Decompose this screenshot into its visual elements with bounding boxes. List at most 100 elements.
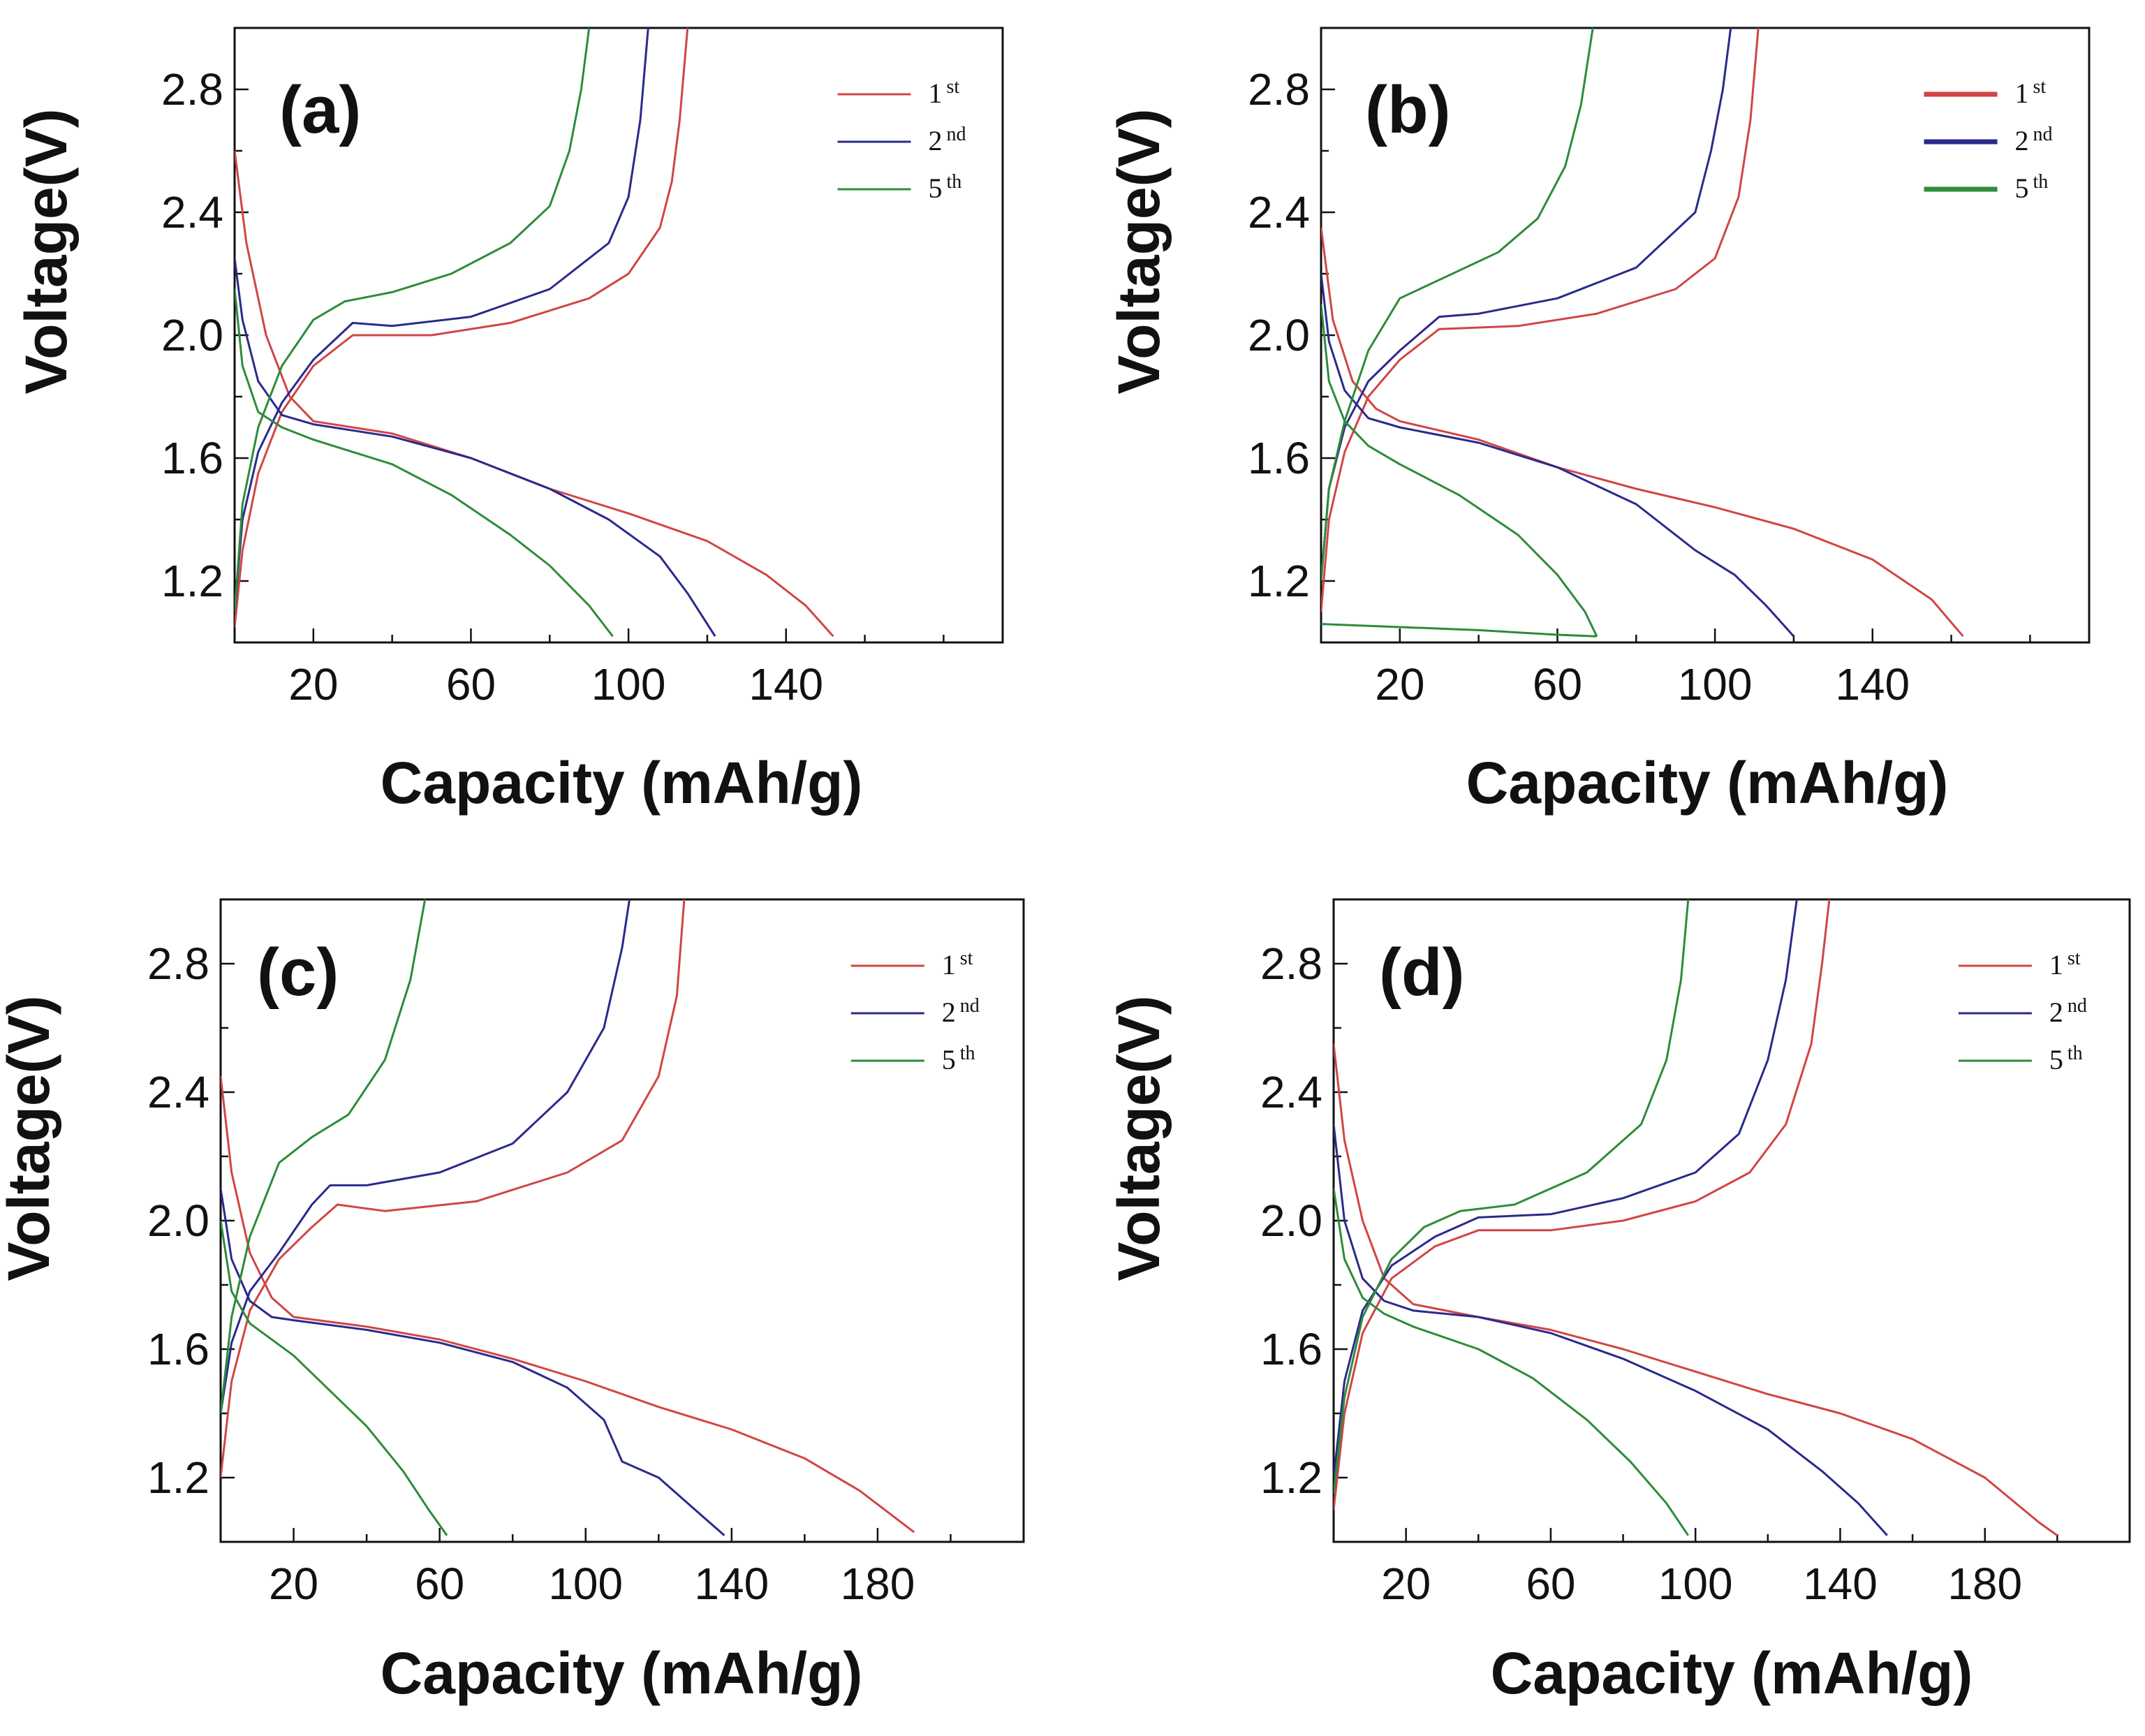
series-5th-charge-line	[235, 28, 591, 612]
x-tick-label: 140	[1803, 1559, 1878, 1609]
panel-d: 20 60 100 140 180 1.2 1.6 2.0 2.4 2.8 Capacity (mA…	[1106, 898, 2131, 1706]
series-1st-charge-line	[1334, 899, 1831, 1510]
series-2nd-charge-line	[221, 899, 631, 1414]
x-tick-label: 60	[415, 1559, 464, 1609]
panel-label: (d)	[1379, 935, 1465, 1010]
x-tick-label: 100	[548, 1559, 623, 1609]
series-1st-discharge-line	[235, 150, 834, 638]
series-2nd-discharge-line	[1334, 1124, 1888, 1536]
x-tick-label: 100	[591, 659, 666, 709]
x-tick-label: 140	[1835, 659, 1910, 709]
series-1st-charge-line	[221, 899, 686, 1478]
legend-superscript: st	[947, 76, 960, 98]
panel-b: 20 60 100 140 1.2 1.6 2.0 2.4 2.8 Capacity (mAh/g…	[1106, 27, 2091, 816]
y-tick-label: 2.0	[1248, 310, 1310, 360]
series-5th-discharge-line	[1321, 304, 1598, 637]
x-tick-label: 100	[1678, 659, 1753, 709]
y-tick-label: 1.2	[1260, 1452, 1322, 1503]
y-tick-label: 2.4	[147, 1067, 209, 1117]
panel-label: (c)	[257, 935, 339, 1010]
y-tick-label: 2.0	[147, 1196, 209, 1246]
panel-a: 20 60 100 140 1.2 1.6 2.0 2.4 2.8 Capacity (mAh/g…	[13, 27, 1004, 816]
x-tick-label: 20	[1381, 1559, 1431, 1609]
series-2nd-discharge-line	[1321, 273, 1795, 638]
legend-superscript: th	[960, 1043, 975, 1064]
y-tick-label: 2.8	[1260, 939, 1322, 989]
panel-c: 20 60 100 140 180 1.2 1.6 2.0 2.4 2.8 Capacity (mA…	[0, 898, 1025, 1706]
series-2nd-discharge-line	[221, 1188, 725, 1536]
legend-superscript: st	[2033, 76, 2047, 98]
y-axis-label: Voltage(V)	[13, 108, 79, 394]
y-tick-label: 2.8	[161, 64, 223, 115]
y-tick-label: 1.6	[161, 433, 223, 483]
x-tick-label: 180	[841, 1559, 915, 1609]
x-tick-label: 60	[446, 659, 496, 709]
series-1st-discharge-line	[221, 1075, 915, 1533]
panel-label: (a)	[279, 73, 361, 147]
y-tick-label: 1.6	[147, 1324, 209, 1374]
series-5th-charge-line	[221, 899, 427, 1414]
x-tick-label: 100	[1658, 1559, 1733, 1609]
y-tick-label: 2.4	[1248, 187, 1310, 237]
series-5th-discharge-line	[235, 288, 614, 638]
y-tick-label: 2.8	[147, 939, 209, 989]
legend-superscript: nd	[947, 124, 966, 145]
series-1st-discharge-line	[1321, 227, 1964, 638]
series-2nd-charge-line	[1334, 899, 1798, 1478]
x-tick-label: 180	[1947, 1559, 2022, 1609]
series-1st-charge-line	[1321, 28, 1760, 612]
legend-superscript: th	[2033, 171, 2049, 193]
y-tick-label: 2.0	[161, 310, 223, 360]
y-tick-label: 1.2	[161, 556, 223, 606]
y-tick-label: 2.8	[1248, 64, 1310, 115]
panel-label: (b)	[1365, 73, 1451, 147]
legend-superscript: th	[947, 171, 962, 193]
x-axis-label: Capacity (mAh/g)	[381, 1640, 863, 1706]
x-tick-label: 20	[269, 1559, 318, 1609]
series-1st-discharge-line	[1334, 1043, 2058, 1537]
x-axis-label: Capacity (mAh/g)	[1491, 1640, 1973, 1706]
x-tick-label: 60	[1533, 659, 1582, 709]
y-tick-label: 2.4	[161, 187, 223, 237]
series-2nd-charge-line	[235, 28, 649, 612]
series-5th-charge-line	[1321, 28, 1594, 582]
x-tick-label: 140	[694, 1559, 769, 1609]
series-2nd-charge-line	[1321, 28, 1732, 582]
y-tick-label: 2.0	[1260, 1196, 1322, 1246]
series-2nd-discharge-line	[235, 258, 716, 638]
legend-superscript: nd	[2067, 995, 2087, 1017]
series-1st-charge-line	[235, 28, 689, 628]
series-5th-discharge-line	[221, 1220, 448, 1536]
y-tick-label: 1.6	[1248, 433, 1310, 483]
legend-superscript: nd	[2033, 124, 2053, 145]
y-axis-label: Voltage(V)	[1106, 108, 1172, 394]
plot-frame-c	[219, 898, 1025, 1543]
x-tick-label: 20	[1375, 659, 1424, 709]
legend-superscript: st	[960, 948, 973, 969]
x-tick-label: 60	[1526, 1559, 1575, 1609]
legend-superscript: nd	[960, 995, 980, 1017]
series-extra-tail-discharge-line	[1321, 623, 1597, 638]
y-tick-label: 1.6	[1260, 1324, 1322, 1374]
legend-superscript: st	[2067, 948, 2081, 969]
y-tick-label: 1.2	[147, 1452, 209, 1503]
series-5th-charge-line	[1334, 899, 1690, 1494]
x-axis-label: Capacity (mAh/g)	[381, 750, 863, 816]
legend-superscript: th	[2067, 1043, 2083, 1064]
x-tick-label: 20	[288, 659, 338, 709]
y-axis-label: Voltage(V)	[1106, 995, 1172, 1281]
x-axis-label: Capacity (mAh/g)	[1466, 750, 1949, 816]
